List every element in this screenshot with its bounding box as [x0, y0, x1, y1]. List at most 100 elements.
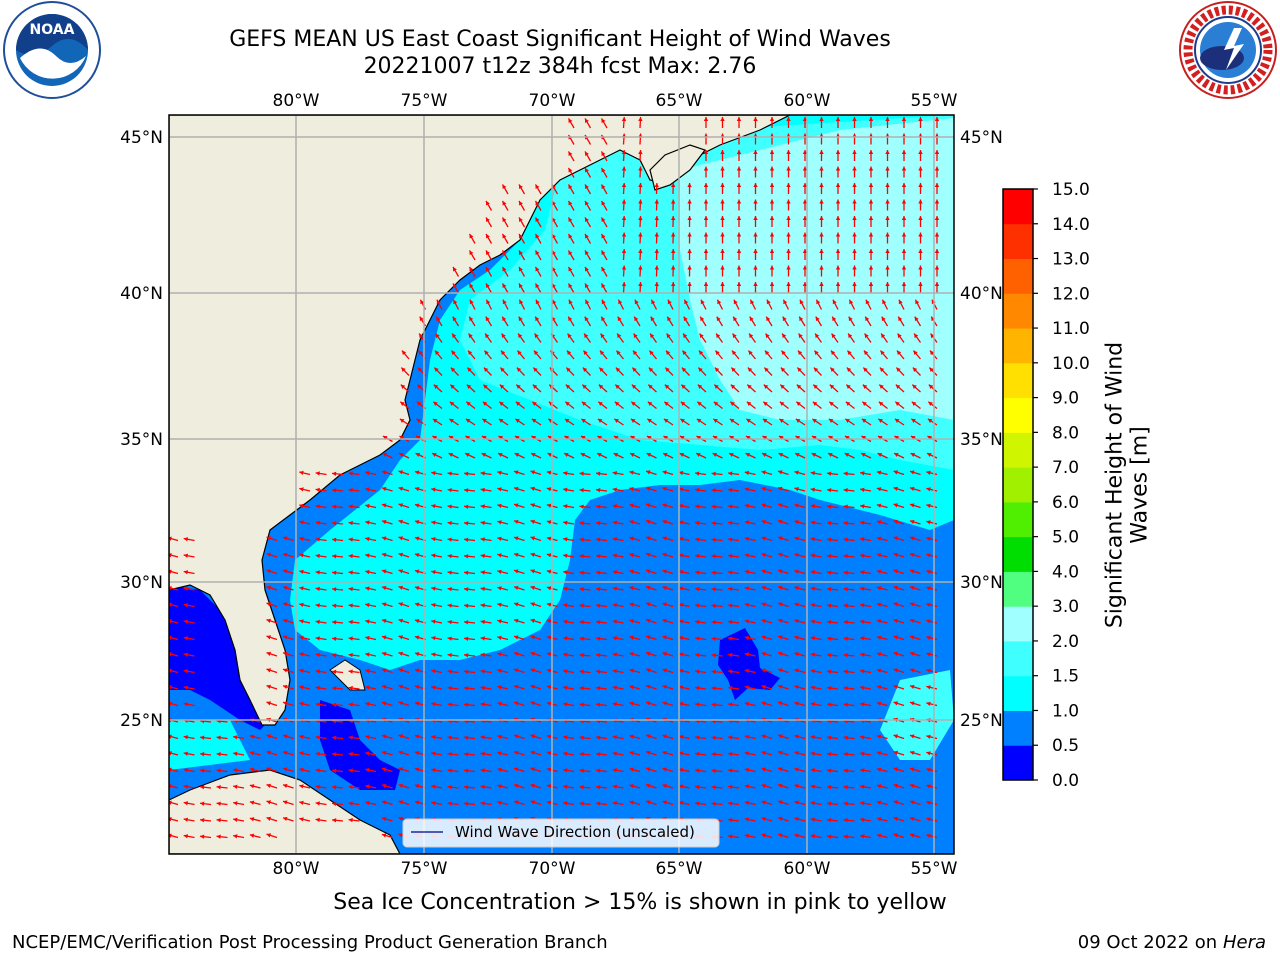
- wave-direction-arrowhead: [348, 504, 353, 509]
- wave-direction-arrowhead: [464, 471, 469, 476]
- wave-direction-arrowhead: [546, 553, 552, 558]
- wave-direction-arrowhead: [513, 783, 519, 789]
- wave-direction-arrowhead: [266, 668, 272, 673]
- wave-direction-arrowhead: [502, 299, 507, 305]
- wave-direction-arrowhead: [663, 453, 668, 457]
- wave-direction-arrowhead: [843, 537, 848, 542]
- wave-direction-arrowhead: [728, 751, 733, 757]
- wave-direction-arrowhead: [746, 401, 752, 406]
- wave-direction-arrowhead: [678, 635, 684, 641]
- wave-direction-arrowhead: [827, 603, 832, 608]
- wave-direction-arrowhead: [183, 685, 189, 690]
- colorbar-segment: [1003, 501, 1033, 538]
- wave-direction-arrowhead: [315, 586, 320, 592]
- wave-direction-arrowhead: [332, 735, 337, 740]
- wave-direction-arrowhead: [646, 635, 651, 640]
- wave-direction-arrowhead: [348, 570, 353, 575]
- wave-direction-arrowhead: [926, 487, 931, 492]
- wave-direction-arrowhead: [918, 199, 923, 204]
- wave-direction-arrowhead: [700, 299, 705, 305]
- wave-direction-arrowhead: [827, 751, 832, 757]
- wave-direction-arrowhead: [612, 735, 618, 740]
- wave-band-0-0.5m-blob: [718, 628, 780, 700]
- wave-direction-arrowhead: [744, 800, 750, 806]
- wave-direction-arrowhead: [638, 216, 643, 221]
- land-andros: [329, 659, 366, 691]
- wave-direction-arrowhead: [518, 316, 523, 322]
- lon-tick-label: 70°W: [529, 91, 576, 111]
- wave-direction-arrowhead: [299, 536, 304, 542]
- wave-direction-arrowhead: [546, 536, 552, 541]
- wave-direction-arrowhead: [466, 401, 471, 406]
- wave-direction-arrowhead: [500, 350, 506, 356]
- wave-direction-arrowhead: [745, 436, 751, 440]
- wave-direction-arrowhead: [831, 333, 836, 339]
- wave-direction-arrowhead: [601, 316, 606, 322]
- wave-direction-arrowhead: [744, 470, 750, 476]
- wave-direction-arrowhead: [348, 636, 353, 641]
- wave-direction-arrowhead: [563, 471, 568, 476]
- wave-direction-arrowhead: [728, 553, 733, 559]
- wave-direction-arrowhead: [535, 233, 540, 239]
- wave-direction-arrowhead: [894, 453, 899, 457]
- wave-direction-arrowhead: [629, 569, 634, 574]
- wave-direction-arrowhead: [552, 233, 556, 239]
- map-subtitle: 20221007 t12z 384h fcst Max: 2.76: [363, 54, 757, 79]
- wave-direction-arrowhead: [696, 436, 702, 440]
- wave-direction-arrowhead: [515, 401, 521, 406]
- wave-direction-arrowhead: [695, 669, 700, 674]
- wave-direction-arrowhead: [810, 669, 816, 674]
- wave-direction-arrowhead: [497, 503, 502, 508]
- wave-direction-arrowhead: [782, 316, 787, 322]
- footer-host: Hera: [1222, 932, 1266, 953]
- colorbar-segment: [1003, 536, 1033, 572]
- wave-direction-arrowhead: [415, 436, 421, 440]
- wave-direction-arrowhead: [827, 702, 832, 707]
- wave-direction-arrowhead: [910, 453, 916, 457]
- wave-direction-arrowhead: [315, 636, 320, 641]
- wave-direction-arrowhead: [670, 232, 676, 237]
- wave-direction-arrowhead: [894, 418, 900, 423]
- wave-direction-arrowhead: [282, 701, 288, 706]
- wave-direction-arrowhead: [183, 570, 189, 575]
- wave-direction-arrowhead: [513, 486, 519, 492]
- wave-direction-arrowhead: [630, 453, 635, 457]
- wave-direction-arrowhead: [893, 519, 898, 524]
- land-nova-scotia: [649, 144, 706, 191]
- wave-direction-arrowhead: [431, 734, 436, 740]
- wave-direction-arrowhead: [469, 299, 474, 305]
- wave-direction-arrowhead: [348, 817, 353, 823]
- wave-direction-arrowhead: [810, 619, 816, 624]
- wave-direction-arrowhead: [662, 585, 667, 591]
- colorbar-label: Significant Height of Wind Waves [m]: [1103, 342, 1154, 628]
- wave-direction-arrowhead: [568, 250, 573, 256]
- wave-direction-arrowhead: [502, 283, 507, 289]
- wave-direction-arrowhead: [885, 282, 890, 286]
- wave-direction-arrowhead: [910, 668, 915, 673]
- wave-direction-arrowhead: [720, 232, 725, 237]
- wave-direction-arrowhead: [828, 418, 834, 423]
- wave-direction-arrowhead: [868, 117, 874, 121]
- wave-direction-arrowhead: [585, 233, 589, 239]
- wave-direction-arrowhead: [398, 585, 404, 590]
- wave-direction-arrowhead: [827, 834, 832, 839]
- wave-direction-arrowhead: [579, 537, 584, 542]
- wave-direction-arrowhead: [876, 817, 882, 822]
- wave-direction-arrowhead: [926, 833, 931, 838]
- wave-direction-arrowhead: [844, 453, 850, 457]
- wave-direction-arrowhead: [662, 503, 667, 508]
- wave-direction-arrowhead: [414, 552, 420, 558]
- wave-direction-arrowhead: [794, 619, 799, 624]
- wave-direction-arrowhead: [315, 768, 320, 773]
- wave-direction-arrowhead: [811, 436, 817, 440]
- wave-direction-arrowhead: [648, 384, 653, 389]
- wave-direction-arrowhead: [233, 768, 238, 773]
- wave-direction-arrowhead: [744, 734, 750, 740]
- wave-direction-arrowhead: [860, 784, 865, 790]
- wave-direction-arrowhead: [845, 401, 851, 406]
- wave-direction-arrowhead: [481, 436, 487, 440]
- wave-direction-arrowhead: [398, 486, 404, 491]
- map-field: [169, 115, 954, 854]
- wave-direction-arrowhead: [579, 653, 584, 658]
- wave-direction-arrowhead: [918, 117, 923, 121]
